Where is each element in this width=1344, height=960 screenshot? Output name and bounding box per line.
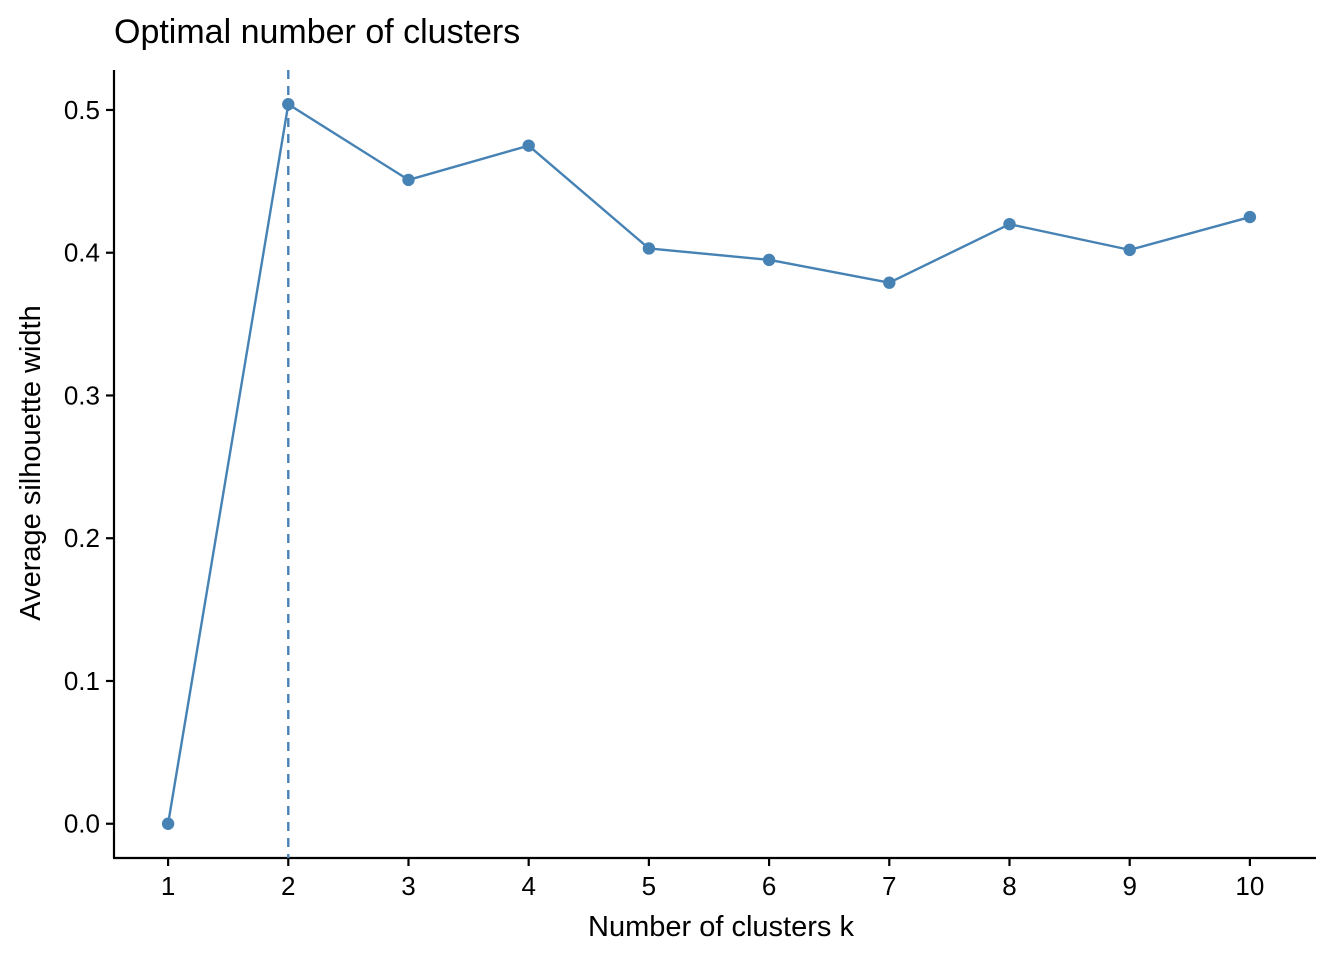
x-tick-label: 6 (762, 871, 776, 901)
data-point (522, 139, 535, 152)
data-point (1243, 210, 1257, 224)
y-tick-label: 0.4 (64, 238, 100, 268)
x-tick-label: 7 (882, 871, 896, 901)
chart-title: Optimal number of clusters (114, 13, 520, 51)
x-tick-label: 4 (521, 871, 535, 901)
x-axis-ticks: 1 2 3 4 5 6 7 8 9 10 (161, 858, 1264, 901)
x-tick-label: 9 (1122, 871, 1136, 901)
data-point (762, 253, 776, 267)
y-tick-label: 0.0 (64, 809, 100, 839)
data-point (642, 242, 656, 255)
data-point (161, 817, 175, 830)
x-tick-label: 5 (642, 871, 656, 901)
x-tick-label: 2 (281, 871, 295, 901)
data-point (402, 173, 415, 187)
x-axis-label: Number of clusters k (588, 911, 854, 943)
data-point (1003, 217, 1016, 231)
plot-area: 0.0 0.1 0.2 0.3 0.4 0.5 1 2 3 4 5 6 7 8 9 10 (64, 70, 1316, 901)
y-axis-label: Average silhouette width (15, 305, 47, 620)
data-point (282, 98, 295, 111)
x-tick-label: 10 (1235, 871, 1264, 901)
y-tick-label: 0.5 (64, 95, 100, 125)
y-tick-label: 0.1 (64, 666, 100, 696)
data-point (1123, 243, 1136, 257)
y-tick-label: 0.2 (64, 523, 100, 553)
data-points (161, 98, 1257, 830)
x-tick-label: 3 (401, 871, 415, 901)
y-tick-label: 0.3 (64, 380, 100, 410)
y-axis-ticks: 0.0 0.1 0.2 0.3 0.4 0.5 (64, 95, 114, 839)
data-point (883, 276, 896, 289)
x-tick-label: 8 (1002, 871, 1016, 901)
series-line (166, 103, 1251, 824)
x-tick-label: 1 (161, 871, 175, 901)
